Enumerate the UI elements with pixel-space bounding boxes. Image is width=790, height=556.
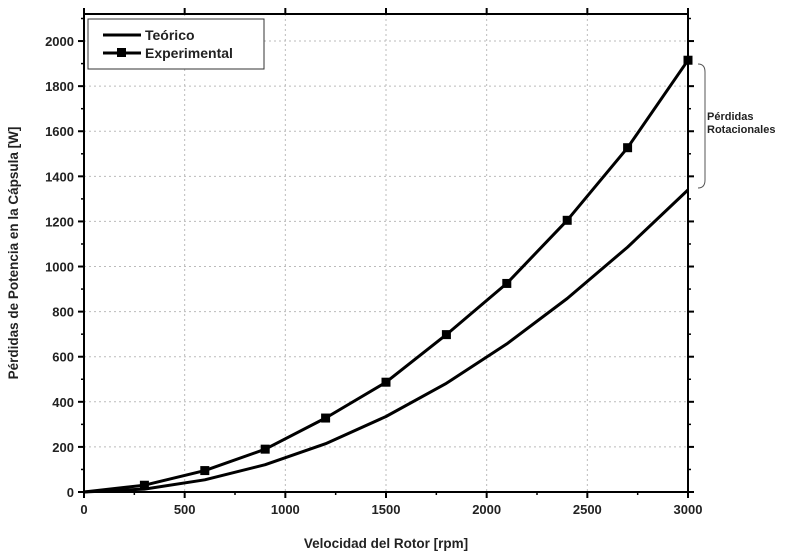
data-point-experimental	[562, 215, 572, 225]
y-tick-label: 600	[52, 350, 74, 365]
x-tick-label: 3000	[674, 502, 703, 517]
x-tick-label: 1000	[271, 502, 300, 517]
y-tick-label: 2000	[45, 34, 74, 49]
y-tick-label: 400	[52, 395, 74, 410]
annotation-line2: Rotacionales	[707, 124, 775, 136]
x-tick-label: 2500	[573, 502, 602, 517]
y-tick-label: 200	[52, 440, 74, 455]
data-point-experimental	[139, 480, 149, 490]
x-tick-label: 0	[80, 502, 87, 517]
y-tick-label: 0	[67, 485, 74, 500]
grid	[84, 14, 688, 492]
plot-frame	[83, 13, 689, 493]
annotation-line1: Pérdidas	[707, 111, 753, 123]
annotation-rotational-losses: Pérdidas Rotacionales	[697, 63, 775, 189]
data-point-experimental	[381, 377, 391, 387]
series-layer	[83, 55, 693, 494]
x-tick-label: 1500	[372, 502, 401, 517]
legend-label-teorico: Teórico	[145, 27, 195, 43]
data-point-experimental	[683, 55, 693, 65]
legend-label-experimental: Experimental	[145, 45, 233, 61]
y-tick-label: 1200	[45, 214, 74, 229]
legend: Teórico Experimental	[87, 18, 265, 70]
x-tick-label: 2000	[472, 502, 501, 517]
data-point-experimental	[441, 330, 451, 340]
annotation-brace	[697, 63, 706, 189]
y-tick-label: 1000	[45, 260, 74, 275]
axes: 0 500 1000 1500 2000 2500 3000 0 200 400 600 800 100…	[45, 8, 702, 517]
y-tick-label: 1600	[45, 124, 74, 139]
y-tick-label: 800	[52, 305, 74, 320]
x-tick-label: 500	[174, 502, 196, 517]
data-point-experimental	[321, 413, 331, 423]
y-tick-label: 1400	[45, 169, 74, 184]
y-axis-label: Pérdidas de Potencia en la Cápsula [W]	[6, 127, 21, 380]
legend-marker-experimental	[117, 48, 126, 57]
data-point-experimental	[260, 444, 270, 454]
data-point-experimental	[200, 466, 210, 476]
y-tick-label: 1800	[45, 79, 74, 94]
series-line-teorico	[83, 188, 690, 494]
x-axis-label: Velocidad del Rotor [rpm]	[304, 536, 468, 551]
data-point-experimental	[623, 143, 633, 153]
data-point-experimental	[502, 278, 512, 288]
